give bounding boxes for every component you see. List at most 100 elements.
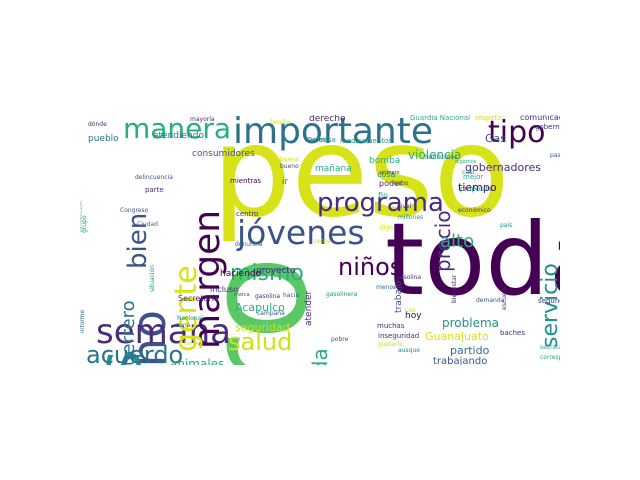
cloud-word: país	[500, 222, 513, 229]
cloud-word: homicidios	[425, 154, 458, 161]
cloud-word: gasolina	[396, 274, 422, 281]
cloud-word: nivel	[397, 203, 412, 210]
cloud-word: peso	[212, 115, 510, 245]
cloud-word: escuela	[501, 287, 508, 310]
cloud-word: pueblo	[88, 134, 119, 144]
cloud-word: delincuencia	[135, 174, 173, 181]
cloud-word: hoy	[405, 311, 422, 321]
cloud-word: corresponde	[540, 354, 560, 361]
cloud-word: inseguridad	[378, 332, 420, 340]
cloud-word: semana	[96, 312, 231, 352]
cloud-word: muchas	[377, 322, 405, 330]
cloud-word: uso	[405, 307, 416, 314]
cloud-word: gobernadores	[465, 161, 541, 174]
cloud-word: importante	[233, 115, 434, 152]
cloud-word: ir	[282, 177, 289, 187]
cloud-word: animales	[170, 357, 225, 365]
cloud-word: acuerdo	[86, 341, 184, 365]
cloud-word: gente	[169, 265, 204, 352]
cloud-word: marca	[234, 292, 250, 298]
cloud-word: dónde	[88, 121, 107, 128]
cloud-word: Congreso	[120, 207, 149, 214]
cloud-word: incluso	[210, 285, 239, 294]
cloud-word: secretario	[540, 344, 560, 351]
cloud-word: Gas	[485, 132, 506, 145]
cloud-word: comunicación	[520, 115, 560, 122]
cloud-word: manera	[123, 115, 232, 145]
cloud-word: dígamos	[455, 159, 477, 165]
cloud-word: medicamentos	[340, 137, 392, 145]
cloud-word: Defensa	[307, 136, 336, 144]
cloud-word: cosa	[377, 170, 396, 179]
cloud-word: pobre	[331, 336, 349, 343]
cloud-word: gobernador	[535, 123, 560, 131]
cloud-word: partido	[450, 344, 490, 357]
cloud-word: cabo	[394, 180, 409, 187]
cloud-word: grupo	[81, 215, 88, 233]
word-cloud: litropesotodacentavosgobiernoimportantej…	[80, 115, 560, 365]
cloud-word: buena	[280, 156, 299, 163]
cloud-word: hacia	[283, 292, 300, 299]
cloud-word: bienestar	[451, 274, 458, 303]
cloud-word: proyecto	[256, 266, 296, 276]
cloud-word: ayuda	[308, 348, 332, 365]
cloud-word: digo	[380, 224, 393, 231]
cloud-word: Acapulco	[235, 301, 285, 314]
cloud-word: atendiendo	[153, 131, 204, 141]
cloud-word: veces	[313, 238, 331, 245]
cloud-word: Nacional	[177, 315, 203, 322]
cloud-word: millones	[398, 214, 424, 221]
cloud-word: fin	[378, 191, 389, 200]
cloud-word: denuncia	[235, 241, 263, 248]
cloud-word: jóvenes	[237, 213, 365, 252]
cloud-word: baches	[500, 329, 525, 337]
cloud-word: mientras	[230, 177, 262, 185]
cloud-word: mismo	[230, 261, 304, 286]
cloud-word: segunda	[538, 297, 560, 305]
cloud-word: económico	[458, 207, 491, 214]
cloud-word: situación	[149, 264, 156, 292]
cloud-word: haciendo	[220, 269, 262, 279]
cloud-word: bomba	[369, 156, 401, 166]
cloud-word: poder	[379, 179, 403, 188]
cloud-word: consumidores	[192, 149, 255, 159]
cloud-word: derecho	[309, 115, 346, 124]
cloud-word: tiempo	[458, 181, 497, 194]
cloud-word: familia	[270, 119, 291, 126]
cloud-word: propósito	[460, 185, 493, 193]
cloud-word: toda	[385, 201, 560, 318]
cloud-word: tipo	[488, 115, 546, 150]
cloud-word: atender	[304, 290, 314, 326]
cloud-word: informe	[80, 309, 86, 333]
cloud-word: servicio	[538, 263, 560, 348]
cloud-word: seguridad	[235, 321, 290, 334]
cloud-word: cuál	[462, 169, 475, 176]
cloud-word: centro	[236, 210, 259, 218]
cloud-word: bueno	[280, 163, 299, 170]
cloud-word: gasolina	[255, 293, 281, 300]
cloud-word: problema	[442, 316, 500, 330]
cloud-word: mañana	[315, 164, 352, 174]
cloud-word: menos	[376, 284, 397, 291]
cloud-word: primero	[380, 170, 400, 176]
cloud-word: gasolinera	[326, 291, 358, 298]
cloud-word: zona	[176, 322, 191, 329]
cloud-word: campaña	[257, 310, 285, 317]
cloud-word: trabajo	[394, 281, 404, 313]
cloud-word: mejor	[463, 173, 484, 181]
cloud-word: salud	[228, 328, 293, 356]
cloud-word: tarde	[184, 340, 200, 347]
cloud-word: gustaría	[378, 341, 403, 348]
cloud-word: parte	[145, 186, 164, 194]
cloud-word: alto	[440, 231, 475, 252]
cloud-word: demanda	[476, 297, 505, 304]
cloud-word: respeto	[475, 115, 502, 122]
cloud-word: violencia	[408, 148, 462, 162]
cloud-word: ausque	[398, 347, 420, 354]
cloud-word: Guardia Nacional	[410, 115, 471, 122]
cloud-word: mayoría	[190, 116, 215, 123]
cloud-word: Secretaría	[178, 294, 219, 303]
cloud-word: niños	[338, 253, 403, 281]
cloud-word: trabajando	[433, 356, 488, 366]
cloud-word: pasado	[550, 152, 560, 159]
